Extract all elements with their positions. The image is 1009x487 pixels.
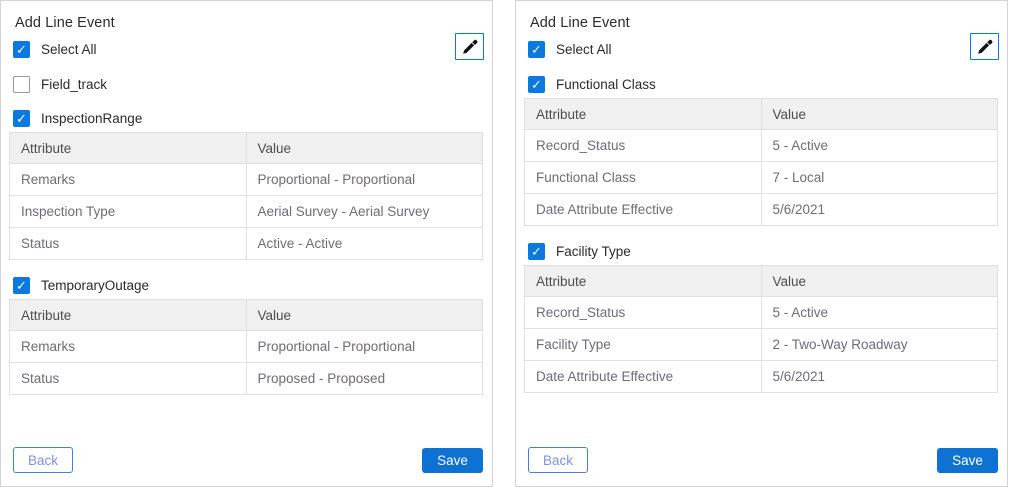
layer-label: Field_track	[41, 77, 108, 92]
table-row: Inspection Type Aerial Survey - Aerial Su…	[9, 195, 483, 228]
layer-checkbox[interactable]	[13, 76, 30, 93]
attribute-cell: Remarks	[9, 330, 247, 363]
layer-groups: Functional Class AttributeValueRecord_St…	[524, 76, 998, 393]
table-header-row: Attribute Value	[524, 98, 998, 130]
value-header-cell: Value	[245, 299, 483, 331]
value-header-cell: Value	[760, 265, 998, 297]
panel-title: Add Line Event	[15, 15, 115, 31]
value-cell: 5/6/2021	[760, 193, 998, 226]
layer-group: InspectionRange AttributeValueRemarksPro…	[9, 110, 483, 260]
layer-checkbox[interactable]	[13, 277, 30, 294]
save-button[interactable]: Save	[937, 447, 998, 473]
add-line-event-panel: Add Line Event Select All Functional Cla…	[515, 0, 1008, 487]
table-row: Remarks Proportional - Proportional	[9, 330, 483, 363]
attribute-cell: Inspection Type	[9, 195, 247, 228]
attribute-cell: Remarks	[9, 163, 247, 196]
footer: Back Save	[13, 447, 483, 473]
layer-label: Functional Class	[556, 77, 656, 92]
layer-group: Facility Type AttributeValueRecord_Statu…	[524, 243, 998, 393]
layer-group: TemporaryOutage AttributeValueRemarksPro…	[9, 277, 483, 395]
attribute-cell: Date Attribute Effective	[524, 360, 762, 393]
add-line-event-panel: Add Line Event Select All Field_track In…	[0, 0, 493, 487]
select-all-label: Select All	[556, 42, 612, 57]
eyedropper-button[interactable]	[455, 33, 484, 60]
layer-label: InspectionRange	[41, 111, 143, 126]
value-cell: 5 - Active	[760, 129, 998, 162]
layer-checkbox[interactable]	[13, 110, 30, 127]
attribute-cell: Status	[9, 362, 247, 395]
attribute-table: Attribute Value Record_Status 5 - Active Fun…	[524, 98, 998, 226]
table-row: Date Attribute Effective 5/6/2021	[524, 360, 998, 393]
table-header-row: Attribute Value	[9, 299, 483, 331]
layer-label: Facility Type	[556, 244, 631, 259]
attribute-table: Attribute Value Remarks Proportional - Prop…	[9, 299, 483, 395]
table-row: Functional Class 7 - Local	[524, 161, 998, 194]
layer-checkbox[interactable]	[528, 76, 545, 93]
value-cell: 5 - Active	[760, 296, 998, 329]
select-all-checkbox[interactable]	[528, 41, 545, 58]
eyedropper-icon	[462, 39, 477, 54]
layer-group: Functional Class AttributeValueRecord_St…	[524, 76, 998, 226]
back-button[interactable]: Back	[528, 447, 588, 473]
table-row: Record_Status 5 - Active	[524, 129, 998, 162]
select-all-label: Select All	[41, 42, 97, 57]
table-row: Status Proposed - Proposed	[9, 362, 483, 395]
layer-group: Field_track	[9, 76, 483, 93]
attribute-cell: Record_Status	[524, 296, 762, 329]
attribute-header-cell: Attribute	[524, 98, 762, 130]
value-header-cell: Value	[245, 132, 483, 164]
table-header-row: Attribute Value	[9, 132, 483, 164]
value-cell: Proposed - Proposed	[245, 362, 483, 395]
select-all-checkbox[interactable]	[13, 41, 30, 58]
panel-title: Add Line Event	[530, 15, 630, 31]
table-row: Remarks Proportional - Proportional	[9, 163, 483, 196]
eyedropper-icon	[977, 39, 992, 54]
table-row: Status Active - Active	[9, 227, 483, 260]
attribute-table: Attribute Value Remarks Proportional - Prop…	[9, 132, 483, 260]
eyedropper-button[interactable]	[970, 33, 999, 60]
attribute-cell: Record_Status	[524, 129, 762, 162]
attribute-cell: Functional Class	[524, 161, 762, 194]
attribute-table: Attribute Value Record_Status 5 - Active Fac…	[524, 265, 998, 393]
table-header-row: Attribute Value	[524, 265, 998, 297]
layer-label: TemporaryOutage	[41, 278, 150, 293]
value-cell: 2 - Two-Way Roadway	[760, 328, 998, 361]
value-cell: 7 - Local	[760, 161, 998, 194]
table-row: Date Attribute Effective 5/6/2021	[524, 193, 998, 226]
attribute-header-cell: Attribute	[9, 299, 247, 331]
value-cell: Proportional - Proportional	[245, 163, 483, 196]
attribute-header-cell: Attribute	[524, 265, 762, 297]
footer: Back Save	[528, 447, 998, 473]
save-button[interactable]: Save	[422, 447, 483, 473]
value-header-cell: Value	[760, 98, 998, 130]
attribute-header-cell: Attribute	[9, 132, 247, 164]
table-row: Facility Type 2 - Two-Way Roadway	[524, 328, 998, 361]
value-cell: Active - Active	[245, 227, 483, 260]
back-button[interactable]: Back	[13, 447, 73, 473]
table-row: Record_Status 5 - Active	[524, 296, 998, 329]
value-cell: Aerial Survey - Aerial Survey	[245, 195, 483, 228]
layer-checkbox[interactable]	[528, 243, 545, 260]
value-cell: Proportional - Proportional	[245, 330, 483, 363]
value-cell: 5/6/2021	[760, 360, 998, 393]
layer-groups: Field_track InspectionRange AttributeVal…	[9, 76, 483, 395]
attribute-cell: Status	[9, 227, 247, 260]
attribute-cell: Date Attribute Effective	[524, 193, 762, 226]
attribute-cell: Facility Type	[524, 328, 762, 361]
